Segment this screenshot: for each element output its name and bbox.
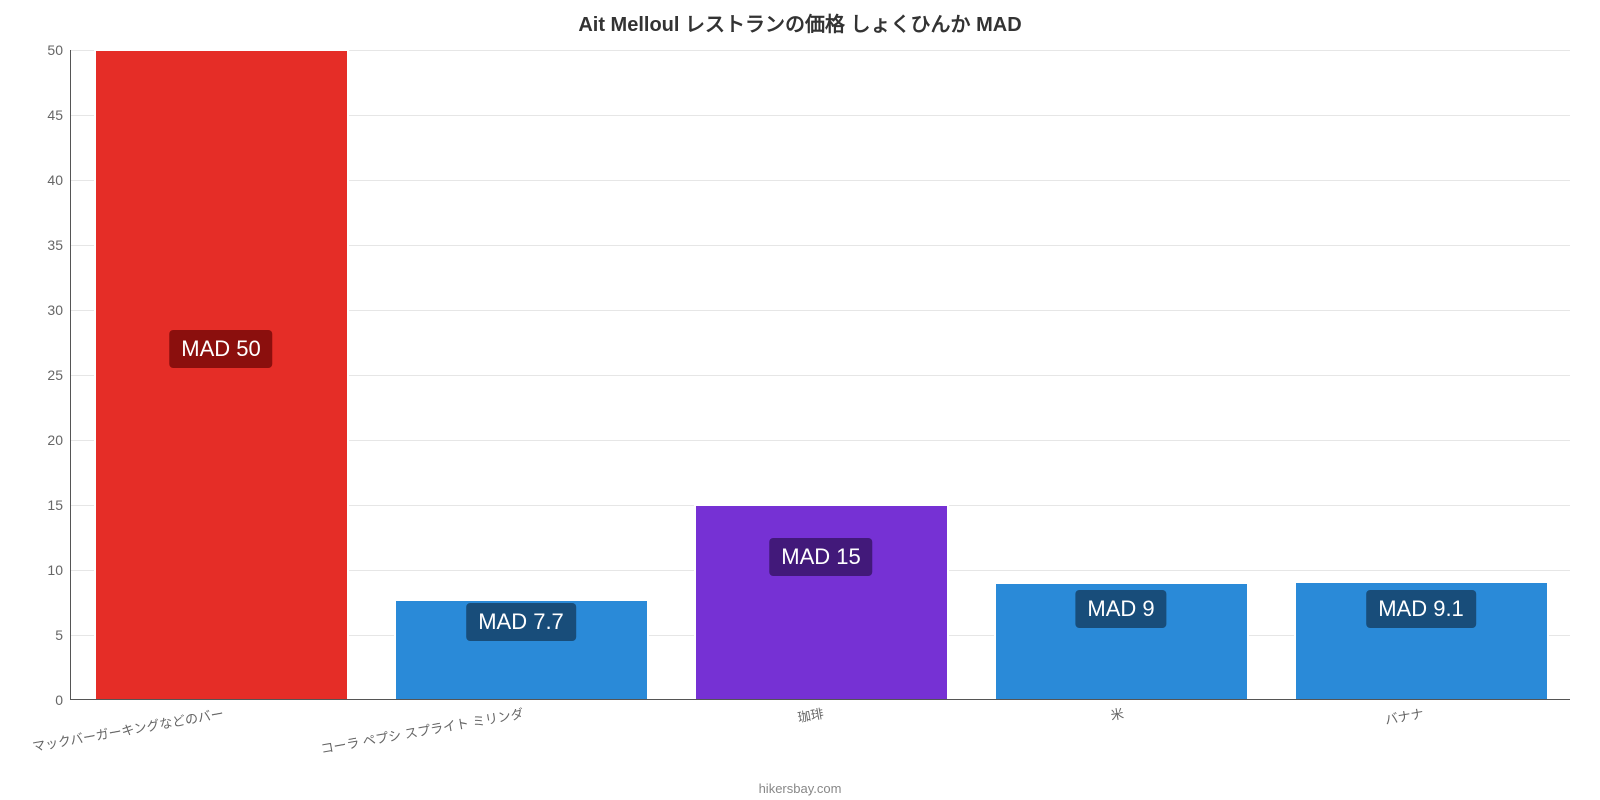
bar xyxy=(94,49,349,699)
y-tick-label: 25 xyxy=(47,367,71,383)
y-tick-label: 30 xyxy=(47,302,71,318)
y-tick-label: 5 xyxy=(55,627,71,643)
plot-area: 05101520253035404550MAD 50マックバーガーキングなどのバ… xyxy=(70,50,1570,700)
y-tick-label: 35 xyxy=(47,237,71,253)
x-tick-label: 米 xyxy=(1108,699,1125,724)
y-tick-label: 15 xyxy=(47,497,71,513)
x-tick-label: 珈琲 xyxy=(795,699,825,726)
y-tick-label: 40 xyxy=(47,172,71,188)
chart-title: Ait Melloul レストランの価格 しょくひんか MAD xyxy=(0,8,1600,37)
bar-value-label: MAD 9 xyxy=(1075,590,1166,628)
y-tick-label: 0 xyxy=(55,692,71,708)
bar-value-label: MAD 7.7 xyxy=(466,603,576,641)
attribution-text: hikersbay.com xyxy=(0,781,1600,796)
bar-value-label: MAD 50 xyxy=(169,330,272,368)
y-tick-label: 50 xyxy=(47,42,71,58)
x-tick-label: バナナ xyxy=(1383,699,1425,728)
y-tick-label: 10 xyxy=(47,562,71,578)
y-tick-label: 45 xyxy=(47,107,71,123)
bar-value-label: MAD 15 xyxy=(769,538,872,576)
price-bar-chart: Ait Melloul レストランの価格 しょくひんか MAD 05101520… xyxy=(0,0,1600,800)
bar xyxy=(694,504,949,699)
x-tick-label: コーラ ペプシ スプライト ミリンダ xyxy=(318,699,525,757)
y-tick-label: 20 xyxy=(47,432,71,448)
bar-value-label: MAD 9.1 xyxy=(1366,590,1476,628)
